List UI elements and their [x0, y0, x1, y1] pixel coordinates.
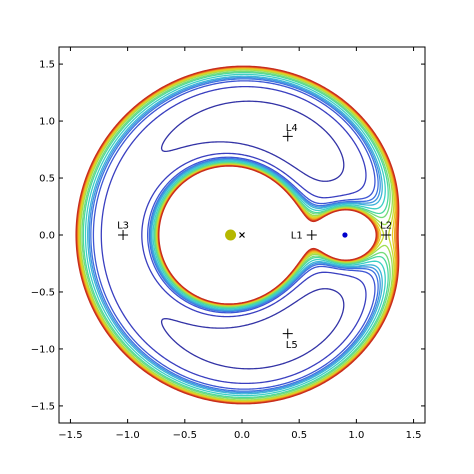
contour-level-7 [84, 73, 386, 397]
contour-level-9 [81, 70, 391, 400]
lagrange-label-l1: L1 [291, 231, 303, 242]
barycenter-marker [239, 232, 245, 238]
lagrange-label-l4: L4 [286, 123, 298, 134]
x-tick-label: 1.5 [406, 430, 422, 441]
primary-body-marker [225, 229, 237, 241]
lagrange-marker-l2 [381, 230, 392, 240]
secondary-body-marker [342, 232, 348, 238]
contour-level-4 [90, 78, 379, 392]
contour-level-3 [92, 80, 376, 390]
x-tick-label: 0.5 [291, 430, 307, 441]
contour-level-5 [88, 76, 381, 394]
x-tick-label: 0.0 [234, 430, 250, 441]
lagrange-marker-l3 [118, 230, 129, 240]
y-tick-label: 1.0 [39, 117, 55, 128]
x-tick-label: −1.5 [58, 430, 82, 441]
contour-lines [75, 65, 400, 405]
contour-level-8 [82, 71, 389, 399]
lagrange-label-l2: L2 [380, 221, 392, 232]
contour-level-16 [75, 65, 400, 405]
contour-level-6 [87, 75, 383, 395]
lagrange-marker-l4 [282, 131, 293, 142]
y-tick-label: 1.5 [39, 60, 55, 71]
lagrange-marker-l1 [306, 230, 317, 240]
plot-frame [58, 46, 426, 424]
y-tick-label: −0.5 [31, 287, 55, 298]
point-markers: L1 L2 L3 L4 L5 [117, 123, 392, 351]
y-tick-label: 0.0 [39, 231, 55, 242]
lagrange-label-l3: L3 [117, 221, 129, 232]
contour-level-2 [100, 85, 367, 385]
axis-ticks: −1.5 −1.0 −0.5 0.0 0.5 1.0 1.5 1.5 1.0 0.5 0.0 −0.5… [31, 47, 425, 441]
contour-level-11 [78, 68, 395, 402]
y-tick-label: −1.0 [31, 344, 55, 355]
y-tick-label: 0.5 [39, 174, 55, 185]
x-tick-label: −0.5 [173, 430, 197, 441]
lagrange-marker-l5 [282, 328, 293, 339]
x-tick-label: −1.0 [115, 430, 139, 441]
lagrange-label-l5: L5 [286, 340, 298, 351]
y-tick-label: −1.5 [31, 401, 55, 412]
x-tick-label: 1.0 [348, 430, 364, 441]
contour-level-1 [160, 100, 345, 370]
